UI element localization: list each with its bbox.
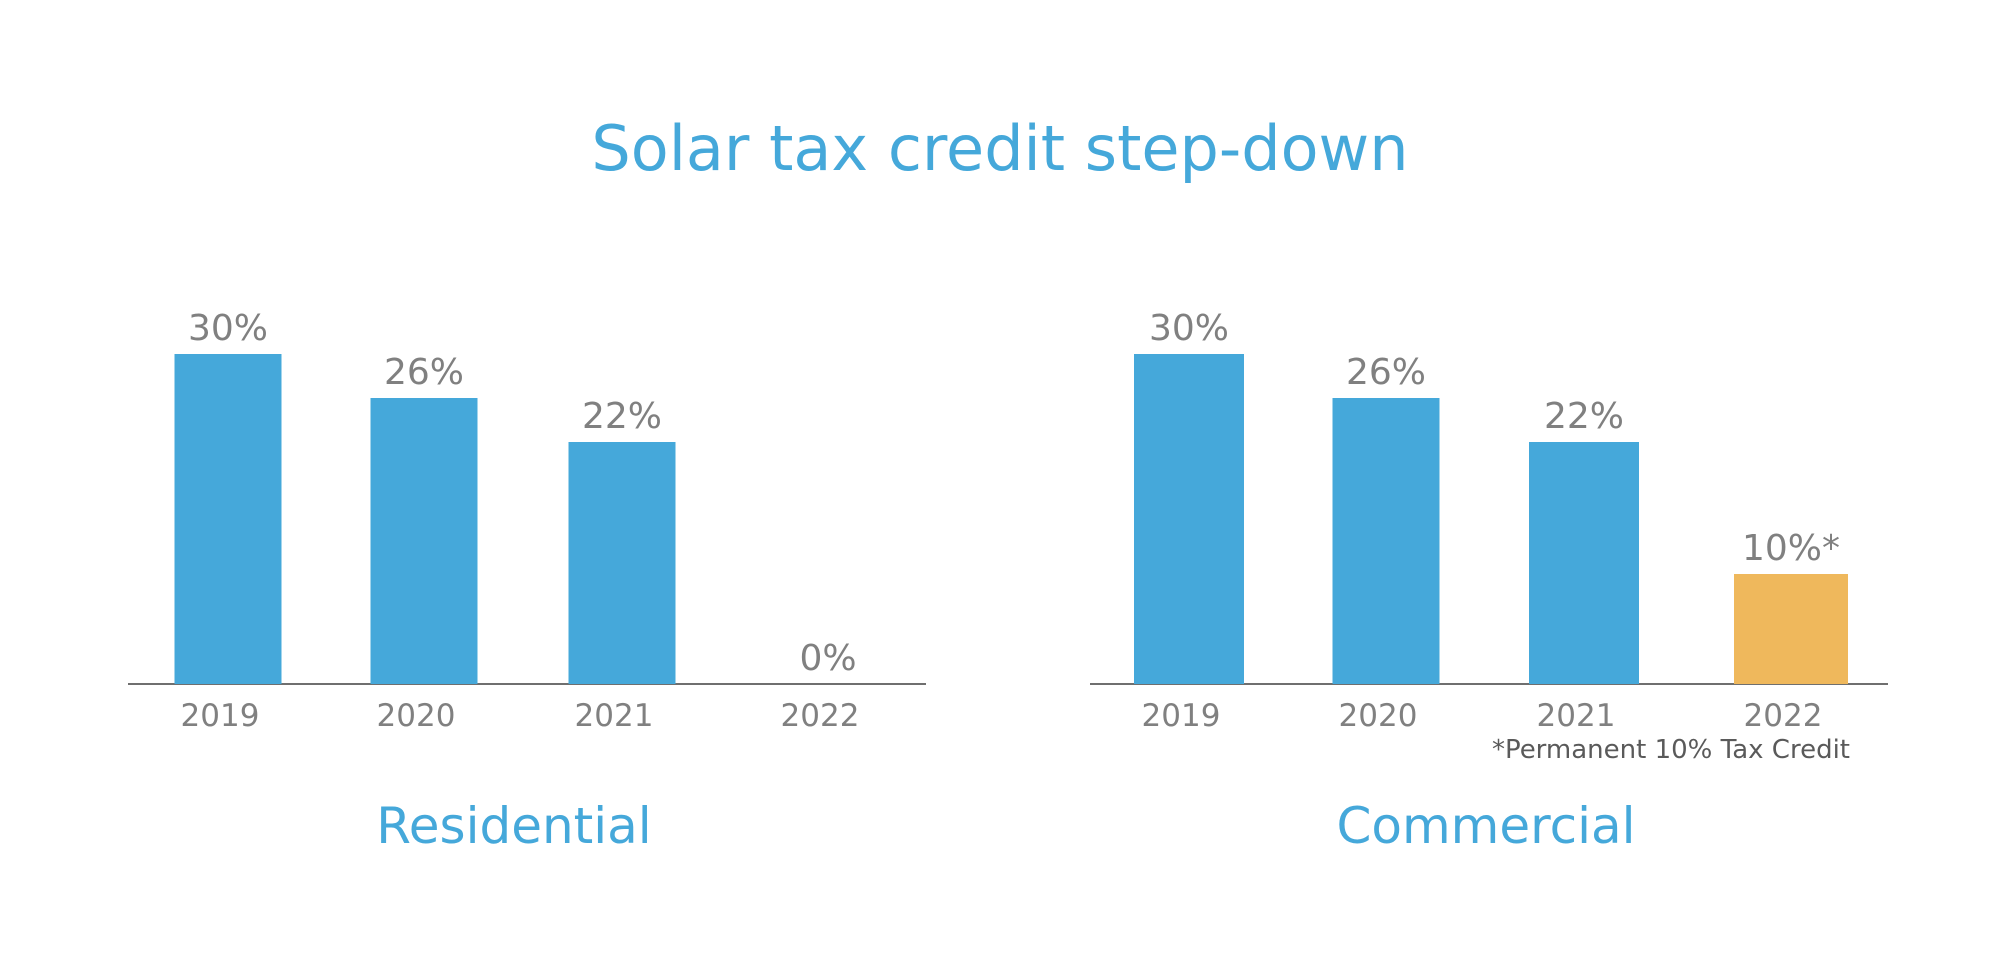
residential-bar-2021: [568, 442, 676, 684]
residential-bar-2019: [174, 354, 282, 684]
commercial-tick-label-2019: 2019: [1142, 698, 1221, 734]
commercial-bar-2021: [1529, 442, 1639, 684]
commercial-footnote: *Permanent 10% Tax Credit: [1492, 735, 1850, 765]
residential-value-label-2020: 26%: [384, 352, 464, 393]
commercial-tick-label-2022: 2022: [1744, 698, 1823, 734]
residential-panel: 30% 2019 26% 2020 22% 2021 0% 2022 Residential: [128, 308, 926, 855]
residential-value-label-2021: 22%: [582, 396, 662, 437]
residential-value-label-2022: 0%: [799, 638, 856, 679]
residential-panel-label: Residential: [376, 797, 651, 855]
commercial-panel: 30% 2019 26% 2020 22% 2021 10%* 2022 *Permanent…: [1090, 308, 1888, 855]
commercial-value-label-2022: 10%*: [1742, 528, 1840, 569]
residential-bar-2020: [370, 398, 478, 684]
commercial-tick-label-2020: 2020: [1339, 698, 1418, 734]
commercial-value-label-2021: 22%: [1544, 396, 1624, 437]
commercial-value-label-2020: 26%: [1346, 352, 1426, 393]
commercial-panel-label: Commercial: [1336, 797, 1635, 855]
commercial-bar-2020: [1332, 398, 1440, 684]
commercial-bars: 30% 2019 26% 2020 22% 2021 10%* 2022: [1134, 308, 1848, 734]
commercial-value-label-2019: 30%: [1149, 308, 1229, 349]
residential-tick-label-2020: 2020: [377, 698, 456, 734]
commercial-bar-2022: [1734, 574, 1848, 684]
chart-title: Solar tax credit step-down: [591, 112, 1408, 185]
residential-bars: 30% 2019 26% 2020 22% 2021 0% 2022: [174, 308, 860, 734]
commercial-tick-label-2021: 2021: [1537, 698, 1616, 734]
commercial-bar-2019: [1134, 354, 1244, 684]
residential-tick-label-2021: 2021: [575, 698, 654, 734]
residential-value-label-2019: 30%: [188, 308, 268, 349]
residential-tick-label-2022: 2022: [781, 698, 860, 734]
residential-tick-label-2019: 2019: [181, 698, 260, 734]
